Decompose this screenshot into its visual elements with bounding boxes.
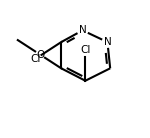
Text: N: N — [79, 25, 86, 35]
Text: Cl: Cl — [30, 54, 40, 64]
Text: Cl: Cl — [80, 45, 91, 55]
Text: O: O — [36, 50, 45, 60]
Text: N: N — [103, 37, 111, 47]
